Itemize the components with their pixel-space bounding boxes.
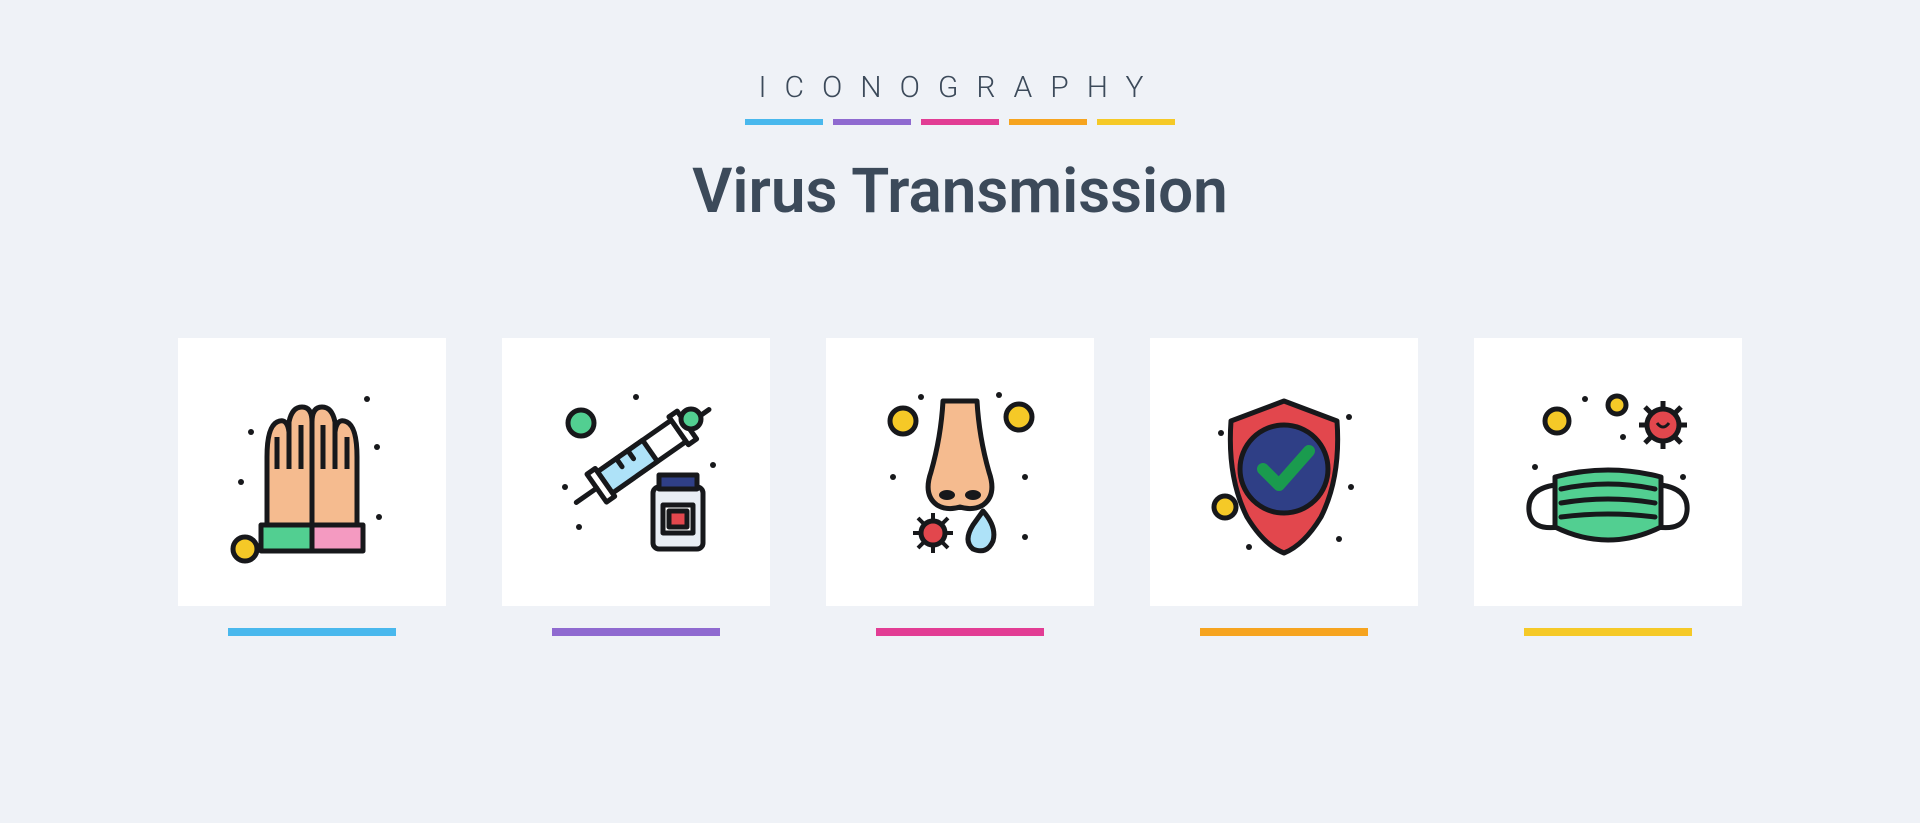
brand-underline bbox=[745, 119, 1175, 125]
brand-bar-4 bbox=[1009, 119, 1087, 125]
mask-icon bbox=[1513, 377, 1703, 567]
icon-card-mask bbox=[1474, 338, 1742, 636]
brand-bar-3 bbox=[921, 119, 999, 125]
icon-row bbox=[178, 338, 1742, 636]
card-underline bbox=[876, 628, 1044, 636]
brand-bar-5 bbox=[1097, 119, 1175, 125]
icon-card-nose bbox=[826, 338, 1094, 636]
brand-bar-2 bbox=[833, 119, 911, 125]
brand-label: ICONOGRAPHY bbox=[758, 70, 1161, 105]
icon-tile bbox=[1474, 338, 1742, 606]
icon-tile bbox=[1150, 338, 1418, 606]
brand-bar-1 bbox=[745, 119, 823, 125]
icon-card-vaccine bbox=[502, 338, 770, 636]
icon-tile bbox=[502, 338, 770, 606]
card-underline bbox=[552, 628, 720, 636]
icon-tile bbox=[826, 338, 1094, 606]
card-underline bbox=[228, 628, 396, 636]
icon-card-hands bbox=[178, 338, 446, 636]
card-underline bbox=[1200, 628, 1368, 636]
icon-card-shield bbox=[1150, 338, 1418, 636]
icon-tile bbox=[178, 338, 446, 606]
page-title: Virus Transmission bbox=[692, 155, 1228, 228]
hands-icon bbox=[217, 377, 407, 567]
card-underline bbox=[1524, 628, 1692, 636]
nose-icon bbox=[865, 377, 1055, 567]
shield-icon bbox=[1189, 377, 1379, 567]
vaccine-icon bbox=[541, 377, 731, 567]
